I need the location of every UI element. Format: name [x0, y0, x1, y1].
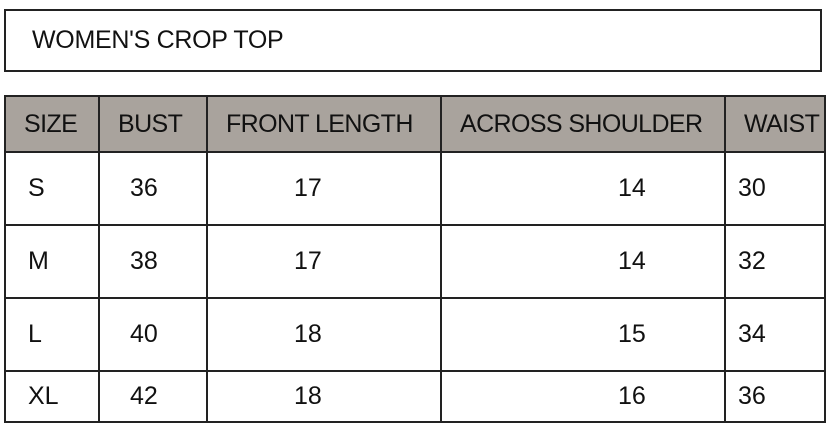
table-row: S 36 17 14 30 — [4, 151, 826, 226]
size-chart-table: SIZE BUST FRONT LENGTH ACROSS SHOULDER W… — [4, 95, 826, 423]
header-across-shoulder: ACROSS SHOULDER — [440, 95, 726, 153]
title-box: WOMEN'S CROP TOP — [4, 9, 822, 72]
page-title: WOMEN'S CROP TOP — [32, 26, 284, 54]
cell-bust: 42 — [98, 370, 208, 423]
table-header-row: SIZE BUST FRONT LENGTH ACROSS SHOULDER W… — [4, 95, 826, 153]
cell-bust: 36 — [98, 151, 208, 226]
cell-waist: 36 — [724, 370, 826, 423]
cell-across-shoulder: 15 — [440, 297, 726, 372]
cell-across-shoulder: 16 — [440, 370, 726, 423]
cell-waist: 34 — [724, 297, 826, 372]
header-front-length: FRONT LENGTH — [206, 95, 442, 153]
cell-front-length: 17 — [206, 151, 442, 226]
cell-front-length: 17 — [206, 224, 442, 299]
header-waist: WAIST — [724, 95, 826, 153]
cell-size: M — [4, 224, 100, 299]
header-size: SIZE — [4, 95, 100, 153]
cell-waist: 30 — [724, 151, 826, 226]
cell-size: L — [4, 297, 100, 372]
cell-front-length: 18 — [206, 370, 442, 423]
table-row: XL 42 18 16 36 — [4, 370, 826, 423]
cell-across-shoulder: 14 — [440, 224, 726, 299]
cell-size: XL — [4, 370, 100, 423]
table-row: L 40 18 15 34 — [4, 297, 826, 372]
cell-size: S — [4, 151, 100, 226]
header-bust: BUST — [98, 95, 208, 153]
cell-bust: 38 — [98, 224, 208, 299]
table-row: M 38 17 14 32 — [4, 224, 826, 299]
cell-waist: 32 — [724, 224, 826, 299]
cell-front-length: 18 — [206, 297, 442, 372]
cell-bust: 40 — [98, 297, 208, 372]
cell-across-shoulder: 14 — [440, 151, 726, 226]
